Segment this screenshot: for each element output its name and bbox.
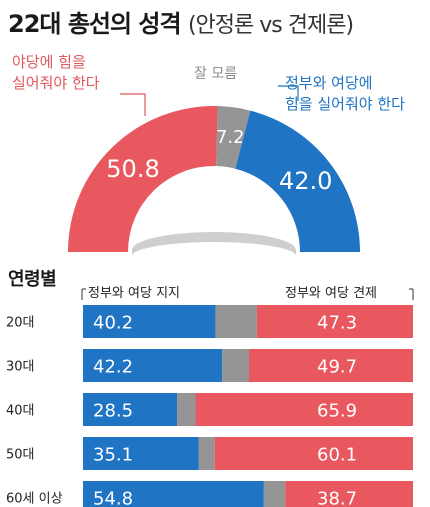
age-label: 20대	[6, 316, 35, 331]
chart-title: 22대 총선의 성격 (안정론 vs 견제론)	[8, 4, 354, 39]
bar-value-check: 49.7	[317, 357, 357, 378]
bar-value-support: 35.1	[93, 445, 133, 466]
bar-value-check: 38.7	[317, 489, 357, 507]
donut-inner-ring	[132, 232, 296, 256]
age-label: 30대	[6, 360, 35, 375]
label-unknown-line1: 잘 모름	[194, 66, 238, 82]
bar-value-check: 47.3	[317, 313, 357, 334]
bar-value-support: 28.5	[93, 401, 133, 422]
bar-unknown	[222, 349, 249, 382]
bar-value-support: 40.2	[93, 313, 133, 334]
age-label: 50대	[6, 448, 35, 463]
bar-value-support: 54.8	[93, 489, 133, 507]
bar-support	[83, 393, 178, 426]
label-unknown: 잘 모름	[194, 64, 237, 85]
bar-unknown	[263, 481, 286, 507]
slice-value-unknown: 7.2	[216, 127, 245, 148]
slice-government	[235, 110, 360, 253]
label-government-line2: 힘을 실어줘야 한다	[285, 95, 405, 113]
label-government: 정부와 여당에 힘을 실어줘야 한다	[285, 73, 405, 115]
half-donut-chart: 50.8 7.2 42.0	[68, 85, 360, 256]
chart-title-sub: (안정론 vs 견제론)	[187, 13, 354, 38]
bar-unknown	[215, 305, 257, 338]
leader-line-opposition	[120, 93, 146, 116]
bar-unknown	[177, 393, 196, 426]
age-label: 60세 이상	[6, 492, 63, 507]
bar-support	[83, 305, 216, 338]
bar-value-check: 65.9	[317, 401, 357, 422]
bar-value-check: 60.1	[317, 445, 357, 466]
label-opposition: 야당에 힘을 실어줘야 한다	[12, 52, 100, 94]
bar-check	[285, 481, 413, 507]
legend-support: 정부와 여당 지지	[88, 286, 180, 301]
label-opposition-line1: 야당에 힘을	[12, 53, 86, 71]
legend-check: 정부와 여당 견제	[285, 286, 377, 301]
bar-unknown	[198, 437, 215, 470]
label-opposition-line2: 실어줘야 한다	[12, 74, 100, 92]
bar-support	[83, 349, 223, 382]
slice-value-opposition: 50.8	[106, 155, 159, 183]
chart-title-main: 22대 총선의 성격	[8, 10, 182, 38]
bar-value-support: 42.2	[93, 357, 133, 378]
bar-check	[248, 349, 413, 382]
leader-line-government	[278, 85, 299, 101]
slice-opposition	[68, 106, 218, 252]
bar-check	[256, 305, 413, 338]
slice-unknown	[216, 106, 251, 169]
label-government-line1: 정부와 여당에	[285, 74, 373, 92]
bar-support	[83, 437, 199, 470]
bar-check	[195, 393, 413, 426]
bar-check	[214, 437, 413, 470]
age-section-title: 연령별	[8, 269, 57, 290]
slice-value-government: 42.0	[279, 167, 332, 195]
age-label: 40대	[6, 404, 35, 419]
bar-support	[83, 481, 264, 507]
